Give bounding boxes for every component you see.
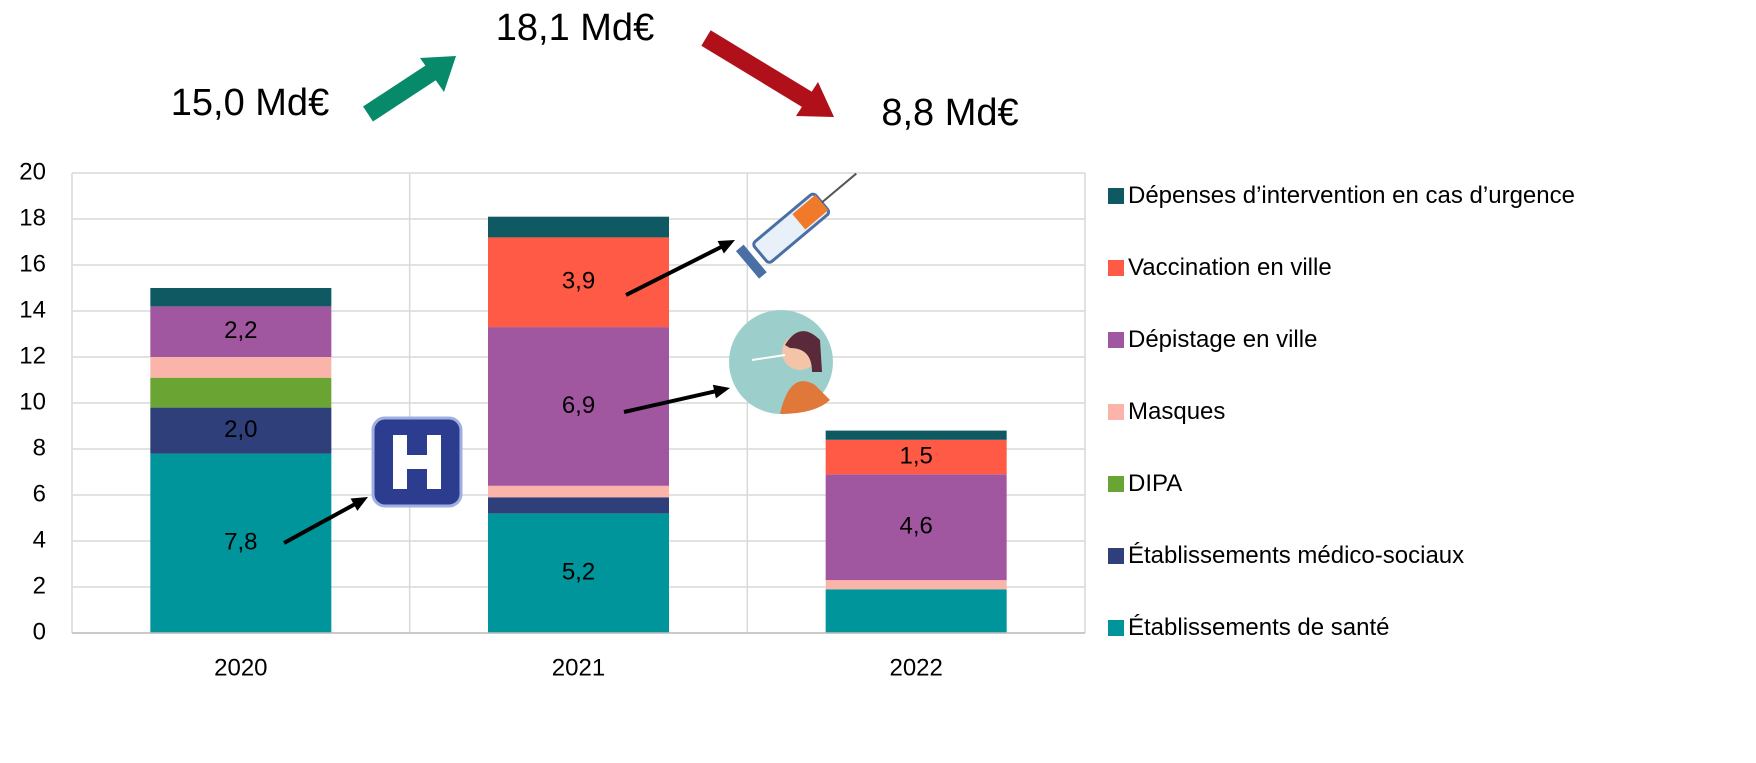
legend-swatch <box>1108 260 1124 276</box>
y-tick-label: 4 <box>33 526 46 553</box>
x-tick-label: 2022 <box>889 654 942 681</box>
bar-segment <box>150 407 332 454</box>
bar-segment <box>150 288 332 307</box>
legend-swatch <box>1108 332 1124 348</box>
y-tick-label: 20 <box>19 158 46 185</box>
bar-segment <box>488 237 669 328</box>
y-tick-label: 18 <box>19 204 46 231</box>
bar-segment <box>488 513 669 633</box>
legend-label: Vaccination en ville <box>1128 254 1332 281</box>
legend-label: Dépenses d’intervention en cas d’urgence <box>1128 182 1575 209</box>
legend-swatch <box>1108 476 1124 492</box>
data-label: 7,8 <box>224 529 257 556</box>
data-label: 4,6 <box>899 513 932 540</box>
syringe-plunger <box>735 244 767 279</box>
bar-segment <box>488 485 669 498</box>
syringe-needle <box>821 172 857 204</box>
legend-label: Établissements de santé <box>1128 614 1390 641</box>
pointer-head <box>717 240 735 254</box>
test-hair <box>785 331 822 372</box>
legend-item: DIPA <box>1108 468 1578 500</box>
data-label: 2,2 <box>224 317 257 344</box>
legend-label: Dépistage en ville <box>1128 326 1318 353</box>
test-swab <box>751 354 786 361</box>
test-person <box>780 381 830 414</box>
legend-swatch <box>1108 620 1124 636</box>
y-tick-label: 8 <box>33 434 46 461</box>
data-label: 6,9 <box>562 392 595 419</box>
legend-label: Masques <box>1128 398 1226 425</box>
legend-label: DIPA <box>1128 470 1183 497</box>
legend-swatch <box>1108 548 1124 564</box>
bar-segment <box>488 327 669 486</box>
hospital-icon <box>371 416 463 508</box>
bar-segment <box>150 357 332 378</box>
bar-segment <box>150 453 332 633</box>
trend-arrow-down <box>701 30 834 117</box>
y-tick-label: 12 <box>19 342 46 369</box>
bar-segment <box>488 497 669 514</box>
annotation: 15,0 Md€ <box>171 82 329 124</box>
icon-h <box>393 455 441 469</box>
bar-segment <box>825 439 1007 475</box>
trend-arrow-up <box>363 56 456 122</box>
test-icon <box>729 310 833 414</box>
data-label: 2,0 <box>224 416 257 443</box>
x-tick-label: 2020 <box>214 654 267 681</box>
syringe-liquid <box>792 194 829 230</box>
y-tick-label: 6 <box>33 480 46 507</box>
bar-segment <box>150 306 332 357</box>
legend-item: Dépistage en ville <box>1108 324 1578 356</box>
pointer-head <box>712 384 730 399</box>
bar-segment <box>825 430 1007 440</box>
bar-segment <box>825 474 1007 581</box>
y-tick-label: 10 <box>19 388 46 415</box>
annotation: 18,1 Md€ <box>496 7 654 49</box>
syringe-icon <box>735 172 857 279</box>
bar-segment <box>825 589 1007 633</box>
legend-item: Masques <box>1108 396 1578 428</box>
legend-swatch <box>1108 188 1124 204</box>
x-tick-label: 2021 <box>552 654 605 681</box>
legend-item: Vaccination en ville <box>1108 252 1578 284</box>
pointer-arrow <box>283 501 358 545</box>
legend-swatch <box>1108 404 1124 420</box>
legend-label: Établissements médico-sociaux <box>1128 542 1465 569</box>
pointer-arrow <box>625 243 725 297</box>
data-label: 1,5 <box>899 442 932 469</box>
annotation: 8,8 Md€ <box>881 92 1018 134</box>
bar-segment <box>150 377 332 408</box>
data-label: 3,9 <box>562 268 595 295</box>
pointer-head <box>350 497 368 511</box>
data-label: 5,2 <box>562 559 595 586</box>
bar-segment <box>825 580 1007 590</box>
y-tick-label: 0 <box>33 618 46 645</box>
bar-segment <box>488 216 669 238</box>
y-tick-label: 14 <box>19 296 46 323</box>
y-tick-label: 2 <box>33 572 46 599</box>
y-tick-label: 16 <box>19 250 46 277</box>
legend-item: Dépenses d’intervention en cas d’urgence <box>1108 180 1578 212</box>
legend-item: Établissements de santé <box>1108 612 1578 644</box>
pointer-arrow <box>623 388 718 414</box>
legend-item: Établissements médico-sociaux <box>1108 540 1578 572</box>
